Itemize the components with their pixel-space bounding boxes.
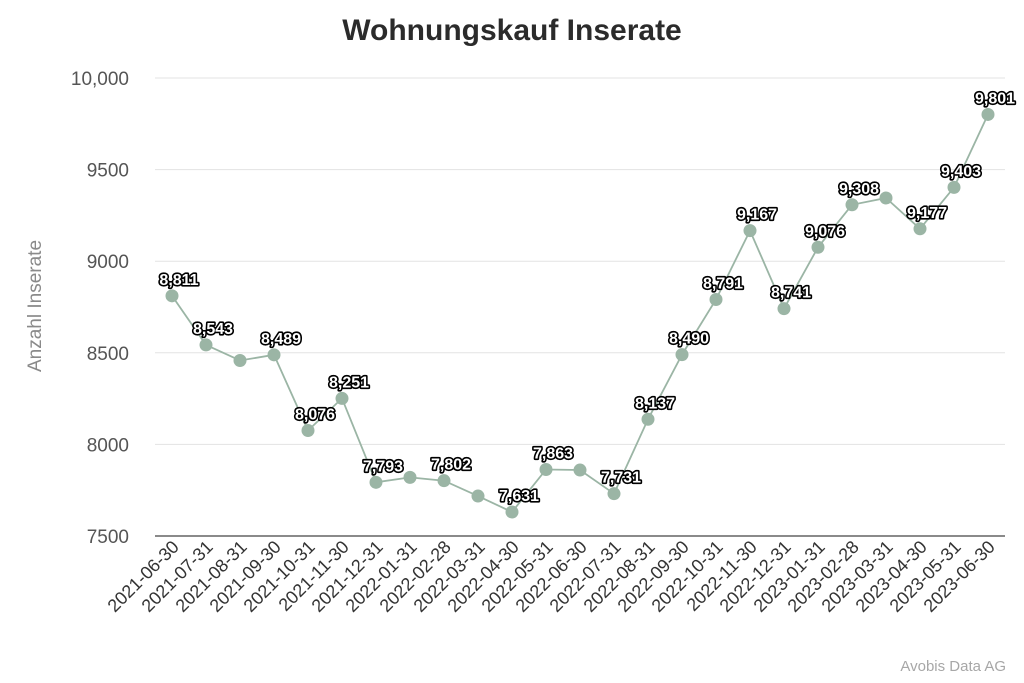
data-point	[845, 198, 859, 212]
data-point	[233, 353, 247, 367]
data-point	[165, 289, 179, 303]
y-tick-label: 9500	[87, 161, 129, 182]
data-label: 9,403	[941, 163, 981, 180]
credit-text: Avobis Data AG	[900, 658, 1006, 675]
data-point	[913, 222, 927, 236]
y-tick-label: 8000	[87, 435, 129, 456]
data-label: 7,793	[363, 458, 403, 475]
series-layer	[165, 107, 995, 519]
data-label: 8,137	[635, 395, 675, 412]
y-tick-label: 8500	[87, 344, 129, 365]
data-point	[301, 423, 315, 437]
data-labels: 8,811 8,543 8,489 8,076 8,251 7,793 7,802 7,631…	[158, 89, 1017, 507]
data-label: 8,251	[329, 374, 369, 391]
data-point	[403, 470, 417, 484]
data-point	[505, 505, 519, 519]
data-point	[335, 391, 349, 405]
data-point	[437, 474, 451, 488]
data-label: 9,801	[975, 90, 1015, 107]
data-point	[947, 180, 961, 194]
y-axis-label: Anzahl Inserate	[25, 240, 46, 372]
grid-layer	[155, 77, 1005, 445]
data-point	[981, 107, 995, 121]
chart-title: Wohnungskauf Inserate	[342, 14, 682, 47]
y-tick-label: 7500	[87, 527, 129, 548]
data-point	[267, 348, 281, 362]
y-tick-label: 9000	[87, 252, 129, 273]
data-point	[471, 489, 485, 503]
data-point	[879, 191, 893, 205]
data-label: 9,076	[805, 223, 845, 240]
data-label: 9,167	[737, 207, 777, 224]
data-label: 9,308	[839, 181, 879, 198]
data-label: 8,489	[261, 331, 301, 348]
data-label: 7,802	[431, 457, 471, 474]
data-label: 8,543	[193, 321, 233, 338]
series-line	[171, 114, 989, 514]
data-label: 8,076	[295, 406, 335, 423]
data-point	[777, 302, 791, 316]
data-label: 9,177	[907, 205, 947, 222]
data-point	[199, 338, 213, 352]
y-tick-label: 10,000	[71, 69, 129, 90]
data-point	[709, 292, 723, 306]
data-point	[539, 462, 553, 476]
data-label: 7,731	[601, 470, 641, 487]
data-label: 8,791	[703, 275, 743, 292]
x-tick-labels: 2021-06-302021-07-312021-08-312021-09-30…	[104, 537, 999, 616]
data-label: 8,811	[159, 272, 198, 289]
data-label: 8,490	[669, 331, 709, 348]
data-label: 8,741	[771, 285, 811, 302]
data-point	[641, 412, 655, 426]
data-point	[573, 463, 587, 477]
data-point	[743, 224, 757, 238]
data-point	[811, 240, 825, 254]
data-point	[369, 475, 383, 489]
data-label: 7,863	[533, 445, 573, 462]
data-label: 7,631	[499, 488, 539, 505]
data-point	[675, 348, 689, 362]
data-point	[607, 487, 621, 501]
y-tick-labels: 7500 8000 8500 9000 9500 10,000	[71, 69, 129, 548]
